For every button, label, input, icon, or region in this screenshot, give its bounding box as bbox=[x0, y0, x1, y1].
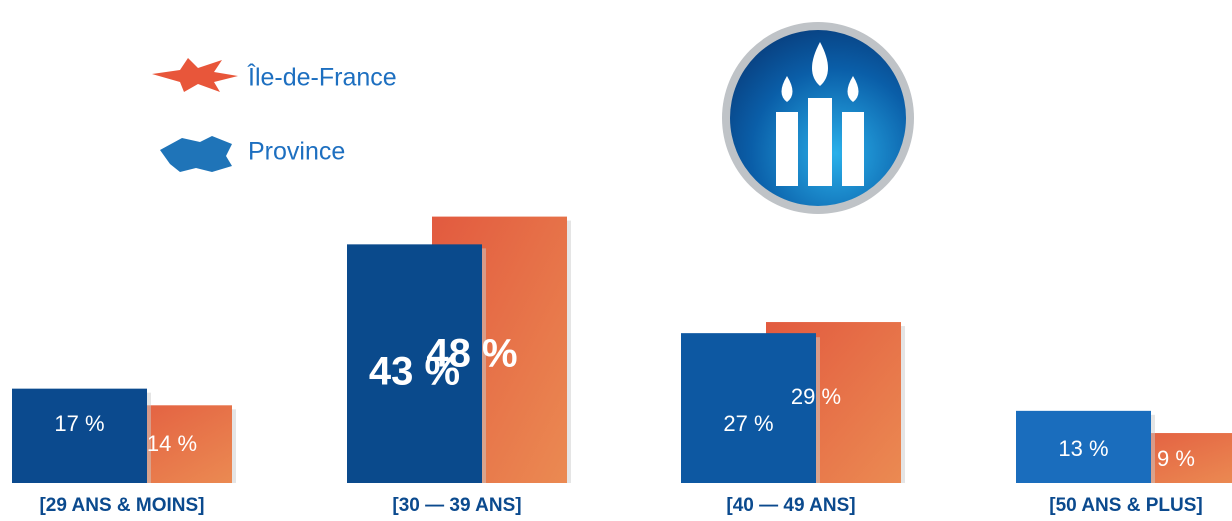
bar bbox=[347, 244, 482, 483]
legend-icon-idf bbox=[152, 58, 238, 92]
value-label: 27 % bbox=[723, 411, 773, 436]
x-tick-label: [50 ANS & PLUS] bbox=[1049, 495, 1202, 516]
value-label: 14 % bbox=[147, 431, 197, 456]
x-tick-label: [40 — 49 ANS] bbox=[726, 495, 855, 516]
bar bbox=[1016, 410, 1151, 483]
x-tick-label: [30 — 39 ANS] bbox=[392, 495, 521, 516]
x-tick-label: [29 ANS & MOINS] bbox=[39, 495, 204, 516]
bar bbox=[681, 333, 816, 483]
value-label: 43 % bbox=[369, 350, 460, 394]
bar bbox=[12, 388, 147, 483]
legend-icon-province bbox=[160, 136, 232, 172]
legend-label: Île-de-France bbox=[247, 63, 397, 92]
value-label: 29 % bbox=[791, 384, 841, 409]
candles-icon bbox=[722, 22, 914, 214]
legend-label: Province bbox=[248, 138, 345, 166]
value-label: 13 % bbox=[1058, 436, 1108, 461]
value-label: 48 % bbox=[426, 332, 517, 376]
value-label: 17 % bbox=[54, 411, 104, 436]
value-label: 9 % bbox=[1157, 446, 1195, 471]
